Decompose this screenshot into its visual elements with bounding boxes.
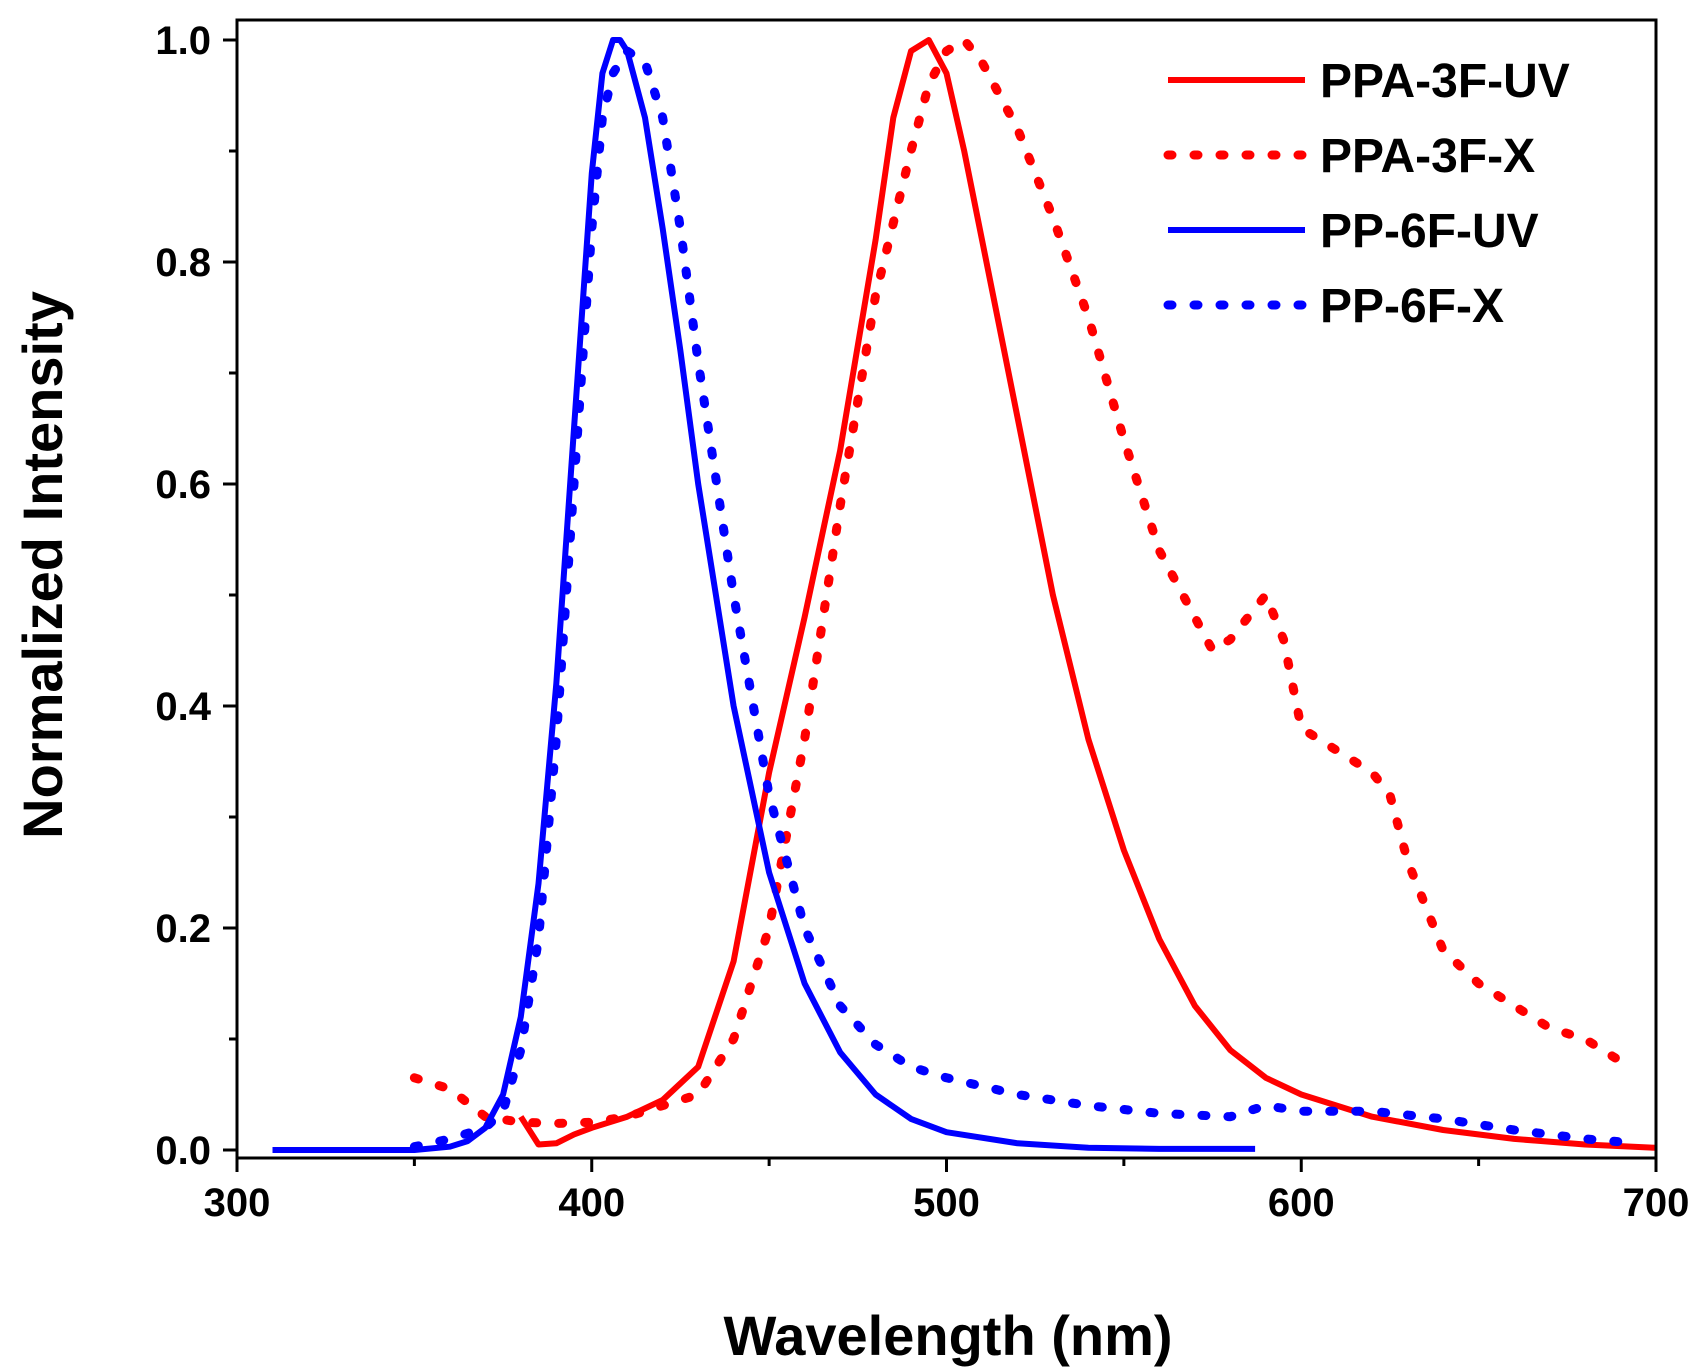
series-line-pp-6f-x xyxy=(409,46,1643,1152)
legend-label-ppa-3f-x: PPA-3F-X xyxy=(1320,130,1535,183)
x-tick-label: 400 xyxy=(558,1181,625,1225)
legend-label-pp-6f-x: PP-6F-X xyxy=(1320,280,1504,333)
y-tick-label: 0.2 xyxy=(155,907,211,951)
y-tick-label: 0.0 xyxy=(155,1129,211,1173)
x-tick-label: 500 xyxy=(913,1181,980,1225)
y-tick-label: 1.0 xyxy=(155,19,211,63)
y-tick-label: 0.8 xyxy=(155,241,211,285)
x-tick-label: 600 xyxy=(1268,1181,1335,1225)
x-tick-label: 300 xyxy=(204,1181,271,1225)
legend: PPA-3F-UV PPA-3F-X PP-6F-UV PP-6F-X xyxy=(1163,55,1570,333)
y-axis-title: Normalized Intensity xyxy=(11,291,74,839)
x-tick-label: 700 xyxy=(1623,1181,1690,1225)
y-tick-label: 0.6 xyxy=(155,463,211,507)
x-axis-title: Wavelength (nm) xyxy=(723,1304,1172,1367)
series-layer xyxy=(272,35,1656,1153)
y-tick-label: 0.4 xyxy=(155,685,211,729)
axis-layer: 300 400 500 600 700 0.0 0.2 0.4 0.6 0.8 1.0 xyxy=(155,18,1690,1225)
legend-label-pp-6f-uv: PP-6F-UV xyxy=(1320,205,1539,258)
legend-label-ppa-3f-uv: PPA-3F-UV xyxy=(1320,55,1570,108)
